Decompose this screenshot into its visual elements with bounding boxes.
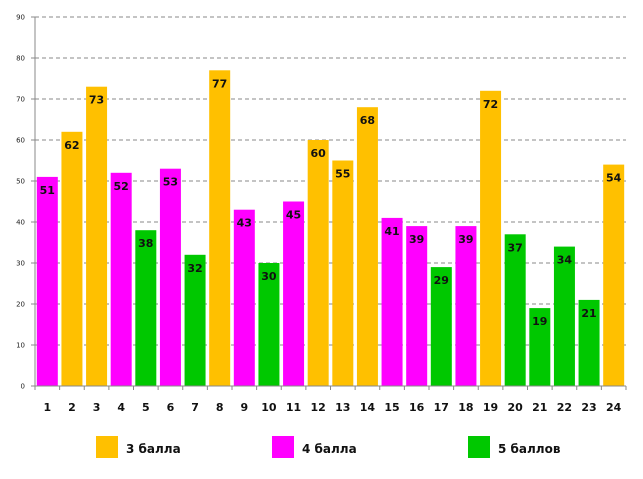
x-tick-label: 21: [532, 401, 547, 414]
bar: [504, 234, 526, 386]
x-tick-label: 19: [483, 401, 498, 414]
bar: [603, 164, 625, 386]
bar: [159, 168, 181, 386]
data-label: 41: [384, 225, 399, 238]
data-label: 39: [458, 233, 473, 246]
bar: [86, 86, 108, 386]
bar: [61, 131, 83, 386]
bar: [430, 267, 452, 386]
y-tick-label: 30: [16, 260, 25, 268]
y-tick-label: 20: [16, 301, 25, 309]
data-label: 19: [532, 315, 547, 328]
bar: [332, 160, 354, 386]
data-label: 30: [261, 270, 277, 283]
bar: [36, 176, 58, 386]
x-tick-label: 23: [581, 401, 596, 414]
x-tick-label: 16: [409, 401, 425, 414]
x-tick-label: 4: [117, 401, 125, 414]
bar: [553, 246, 575, 386]
bar: [110, 172, 132, 386]
y-tick-label: 80: [16, 55, 25, 63]
data-label: 62: [64, 139, 79, 152]
legend-swatch: [96, 436, 118, 458]
x-tick-label: 3: [93, 401, 101, 414]
y-tick-label: 70: [16, 96, 25, 104]
x-tick-label: 10: [261, 401, 277, 414]
x-tick-label: 7: [191, 401, 199, 414]
x-tick-label: 9: [240, 401, 248, 414]
x-tick-label: 12: [311, 401, 326, 414]
x-tick-label: 15: [384, 401, 399, 414]
x-tick-label: 18: [458, 401, 473, 414]
x-tick-label: 14: [360, 401, 376, 414]
legend-swatch: [468, 436, 490, 458]
x-tick-label: 20: [508, 401, 524, 414]
data-label: 52: [114, 180, 129, 193]
data-label: 39: [409, 233, 424, 246]
x-tick-label: 24: [606, 401, 622, 414]
bar: [381, 217, 403, 386]
data-label: 53: [163, 176, 178, 189]
bar: [480, 90, 502, 387]
x-tick-label: 2: [68, 401, 76, 414]
data-label: 32: [187, 262, 202, 275]
bar: [184, 254, 206, 386]
data-label: 43: [237, 217, 252, 230]
bar: [529, 308, 551, 386]
data-label: 34: [557, 254, 573, 267]
bar: [258, 263, 280, 386]
bar: [406, 226, 428, 386]
bar: [209, 70, 231, 387]
bar: [356, 107, 378, 386]
bar: [135, 230, 157, 386]
data-label: 77: [212, 77, 227, 90]
data-label: 68: [360, 114, 375, 127]
data-label: 21: [581, 307, 596, 320]
legend-label: 3 балла: [126, 442, 181, 456]
legend-swatch: [272, 436, 294, 458]
y-tick-label: 10: [16, 342, 25, 350]
x-tick-label: 8: [216, 401, 224, 414]
bar: [233, 209, 255, 386]
bar: [455, 226, 477, 386]
x-tick-label: 11: [286, 401, 301, 414]
bar: [307, 140, 329, 386]
y-tick-label: 50: [16, 178, 25, 186]
y-tick-label: 0: [21, 383, 25, 391]
data-label: 29: [434, 274, 449, 287]
data-label: 38: [138, 237, 153, 250]
data-label: 54: [606, 172, 622, 185]
x-tick-label: 1: [43, 401, 51, 414]
y-tick-label: 40: [16, 219, 25, 227]
data-label: 51: [40, 184, 55, 197]
data-label: 60: [311, 147, 327, 160]
legend-label: 4 балла: [302, 442, 357, 456]
x-tick-label: 22: [557, 401, 572, 414]
data-label: 72: [483, 98, 498, 111]
data-label: 55: [335, 168, 350, 181]
x-tick-label: 5: [142, 401, 150, 414]
data-label: 73: [89, 94, 104, 107]
data-label: 45: [286, 209, 301, 222]
data-label: 37: [508, 241, 523, 254]
bar: [578, 299, 600, 386]
bar: [283, 201, 305, 386]
x-tick-label: 17: [434, 401, 449, 414]
x-tick-label: 6: [167, 401, 175, 414]
y-tick-label: 60: [16, 137, 25, 145]
x-tick-label: 13: [335, 401, 350, 414]
legend-label: 5 баллов: [498, 442, 561, 456]
y-tick-label: 90: [16, 14, 25, 22]
